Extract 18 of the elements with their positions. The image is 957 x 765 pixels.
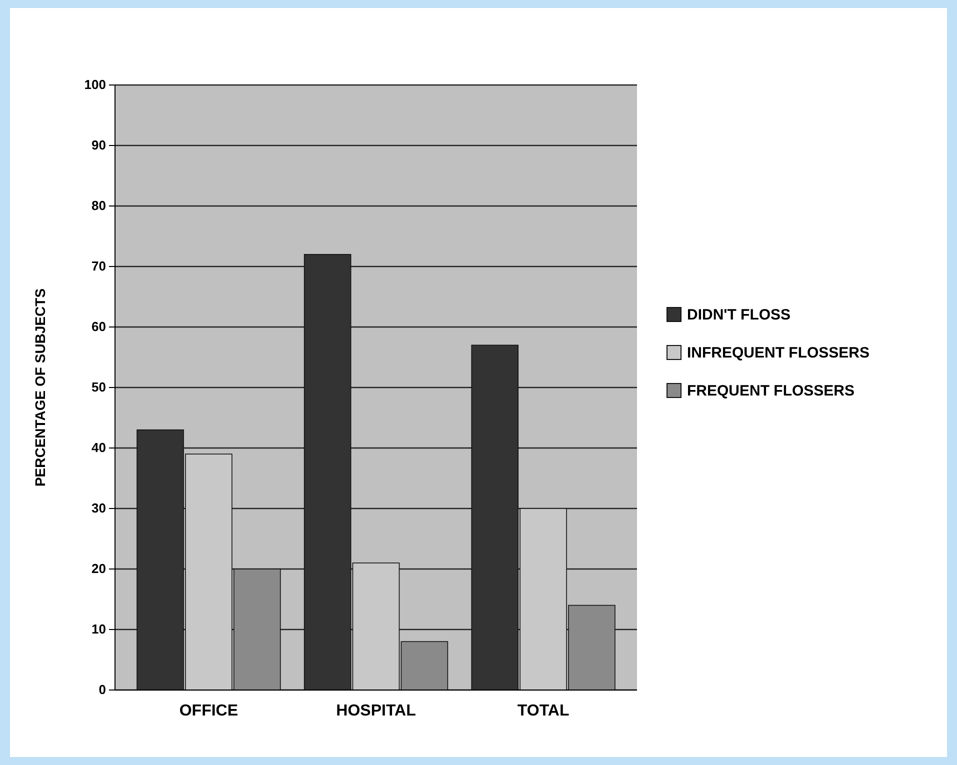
y-tick-label: 50 [92,380,106,395]
legend-label: FREQUENT FLOSSERS [687,382,855,400]
y-tick-label: 100 [84,77,106,92]
y-tick-label: 30 [92,500,106,516]
x-tick-label: TOTAL [517,702,570,720]
x-tick-label: HOSPITAL [336,702,416,720]
y-tick-label: 40 [92,440,106,456]
y-tick-label: 90 [92,138,106,153]
y-tick-label: 80 [92,198,106,214]
x-tick-label: OFFICE [179,702,238,720]
y-axis-title: PERCENTAGE OF SUBJECTS [32,288,48,487]
legend-label: INFREQUENT FLOSSERS [687,344,870,362]
y-tick-label: 70 [92,258,106,274]
y-tick-label: 60 [92,319,106,334]
y-tick-label: 10 [92,622,106,637]
y-tick-label: 20 [92,561,106,576]
y-tick-label: 0 [98,682,106,698]
legend-label: DIDN'T FLOSS [687,306,791,324]
